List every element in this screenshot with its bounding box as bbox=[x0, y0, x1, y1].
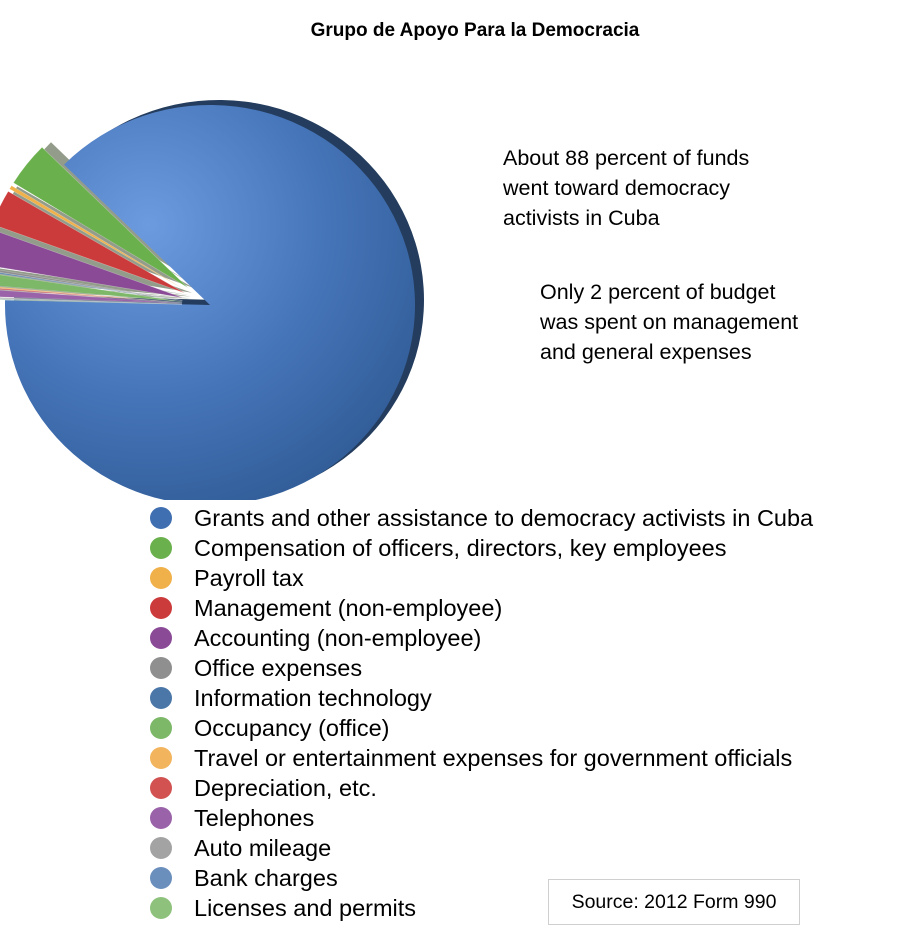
source-note: Source: 2012 Form 990 bbox=[548, 879, 800, 925]
pie-slices bbox=[0, 105, 415, 500]
pie-slice bbox=[0, 298, 183, 305]
legend-label: Payroll tax bbox=[194, 564, 304, 591]
legend-label: Auto mileage bbox=[194, 834, 332, 861]
legend-item: Telephones bbox=[150, 803, 813, 833]
legend-label: Occupancy (office) bbox=[194, 714, 390, 741]
legend-swatch bbox=[150, 567, 172, 589]
pie-slice bbox=[0, 299, 183, 305]
annotation-budget: Only 2 percent of budget was spent on ma… bbox=[540, 277, 798, 367]
legend-label: Grants and other assistance to democracy… bbox=[194, 504, 814, 531]
legend-label: Office expenses bbox=[194, 654, 363, 681]
legend-swatch bbox=[150, 777, 172, 799]
legend-swatch bbox=[150, 687, 172, 709]
legend-item: Payroll tax bbox=[150, 563, 813, 593]
legend-label: Licenses and permits bbox=[194, 894, 417, 921]
chart-title: Grupo de Apoyo Para la Democracia bbox=[310, 20, 640, 41]
legend-item: Depreciation, etc. bbox=[150, 773, 813, 803]
legend-item: Accounting (non-employee) bbox=[150, 623, 813, 653]
legend-item: Occupancy (office) bbox=[150, 713, 813, 743]
legend-swatch bbox=[150, 867, 172, 889]
legend-label: Bank charges bbox=[194, 864, 338, 891]
legend-item: Bank charges bbox=[150, 863, 813, 893]
pie-slice bbox=[0, 289, 183, 304]
pie-slice bbox=[9, 185, 187, 291]
annotation-line: About 88 percent of funds bbox=[503, 146, 750, 170]
legend-item: Management (non-employee) bbox=[150, 593, 813, 623]
annotation-line: and general expenses bbox=[540, 340, 752, 364]
pie-slice bbox=[0, 288, 183, 304]
legend-item: Information technology bbox=[150, 683, 813, 713]
pie-chart-svg bbox=[0, 99, 424, 500]
legend-label: Travel or entertainment expenses for gov… bbox=[194, 744, 793, 771]
legend-swatch bbox=[150, 717, 172, 739]
legend-swatch bbox=[150, 597, 172, 619]
legend-label: Telephones bbox=[194, 804, 315, 831]
legend-label: Accounting (non-employee) bbox=[194, 624, 482, 651]
legend-swatch bbox=[150, 537, 172, 559]
pie-slice bbox=[0, 190, 185, 294]
legend-swatch bbox=[150, 627, 172, 649]
pie-slice bbox=[0, 232, 184, 299]
legend-item: Licenses and permits bbox=[150, 893, 813, 923]
legend-swatch bbox=[150, 897, 172, 919]
legend: Grants and other assistance to democracy… bbox=[150, 503, 813, 923]
annotation-line: was spent on management bbox=[540, 310, 799, 334]
annotation-funds: About 88 percent of funds went toward de… bbox=[503, 143, 749, 233]
pie-slice bbox=[5, 105, 415, 500]
annotation-line: Only 2 percent of budget bbox=[540, 280, 776, 304]
pie-slice bbox=[0, 272, 183, 302]
legend-item: Office expenses bbox=[150, 653, 813, 683]
legend-item: Grants and other assistance to democracy… bbox=[150, 503, 813, 533]
annotation-line: went toward democracy bbox=[503, 176, 731, 200]
legend-swatch bbox=[150, 837, 172, 859]
legend-item: Travel or entertainment expenses for gov… bbox=[150, 743, 813, 773]
pie-slice bbox=[0, 274, 183, 302]
annotation-line: activists in Cuba bbox=[503, 206, 660, 230]
legend-label: Compensation of officers, directors, key… bbox=[194, 534, 727, 561]
legend-swatch bbox=[150, 747, 172, 769]
legend-label: Information technology bbox=[194, 684, 432, 711]
legend-item: Auto mileage bbox=[150, 833, 813, 863]
pie-chart bbox=[0, 99, 424, 500]
legend-swatch bbox=[150, 807, 172, 829]
legend-item: Compensation of officers, directors, key… bbox=[150, 533, 813, 563]
legend-label: Management (non-employee) bbox=[194, 594, 503, 621]
legend-swatch bbox=[150, 507, 172, 529]
legend-swatch bbox=[150, 657, 172, 679]
pie-slice bbox=[13, 146, 189, 288]
legend-label: Depreciation, etc. bbox=[194, 774, 377, 801]
